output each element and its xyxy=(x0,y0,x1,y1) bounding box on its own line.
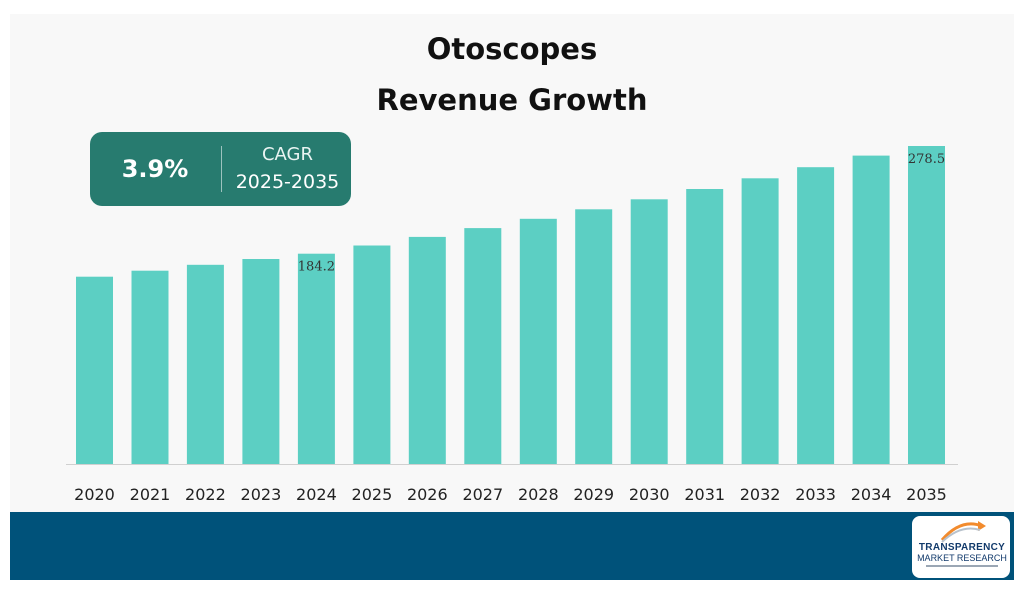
x-tick-label-2031: 2031 xyxy=(684,485,725,504)
x-tick-label-2022: 2022 xyxy=(185,485,226,504)
bar-2024 xyxy=(297,253,335,464)
bar-2021 xyxy=(131,270,169,464)
cagr-value: 3.9% xyxy=(121,155,189,183)
bar-2032 xyxy=(741,178,779,465)
x-tick-label-2023: 2023 xyxy=(241,485,282,504)
data-label-2024: 184.2 xyxy=(298,260,335,275)
x-tick-label-2028: 2028 xyxy=(518,485,559,504)
bar-2028 xyxy=(519,218,557,464)
x-tick-label-2029: 2029 xyxy=(573,485,614,504)
logo-tagline-bar xyxy=(926,565,998,567)
bar-2027 xyxy=(464,228,502,464)
x-tick-label-2035: 2035 xyxy=(906,485,947,504)
bar-2020 xyxy=(76,276,113,464)
data-label-2035: 278.5 xyxy=(908,152,945,167)
x-tick-label-2021: 2021 xyxy=(130,485,171,504)
chart-title-line1: Otoscopes xyxy=(426,32,598,66)
logo-text-line2: MARKET RESEARCH xyxy=(917,553,1007,563)
x-tick-label-2026: 2026 xyxy=(407,485,448,504)
company-logo: TRANSPARENCY MARKET RESEARCH xyxy=(912,516,1010,578)
logo-arrow-icon xyxy=(940,521,986,543)
x-tick-label-2027: 2027 xyxy=(462,485,503,504)
x-tick-label-2020: 2020 xyxy=(74,485,115,504)
bar-chart: 2020 2021 2022 2023 2024 184.2 2025 2026 2027 202… xyxy=(66,146,958,504)
chart-title-line2: Revenue Growth xyxy=(376,83,648,117)
x-tick-label-2025: 2025 xyxy=(352,485,393,504)
cagr-period: 2025-2035 xyxy=(235,171,340,193)
x-tick-label-2024: 2024 xyxy=(296,485,337,504)
x-tick-label-2033: 2033 xyxy=(795,485,836,504)
cagr-divider xyxy=(221,146,222,192)
bar-2034 xyxy=(852,155,890,464)
bar-2031 xyxy=(686,189,724,464)
slide-canvas: Otoscopes Revenue Growth 3.9% CAGR 2025-… xyxy=(10,14,1014,580)
bar-2023 xyxy=(242,259,280,464)
logo-text-line1: TRANSPARENCY xyxy=(918,542,1006,553)
footer-band xyxy=(10,512,1014,580)
bar-2029 xyxy=(575,209,613,464)
bar-2030 xyxy=(630,199,668,465)
x-tick-label-2034: 2034 xyxy=(851,485,892,504)
bar-2025 xyxy=(353,245,391,464)
cagr-label: CAGR xyxy=(261,144,314,165)
cagr-badge: 3.9% CAGR 2025-2035 xyxy=(90,132,351,206)
bar-2026 xyxy=(408,236,446,464)
bar-2022 xyxy=(186,264,224,464)
bar-2033 xyxy=(797,167,835,464)
x-tick-label-2030: 2030 xyxy=(629,485,670,504)
x-tick-label-2032: 2032 xyxy=(740,485,781,504)
bar-2035 xyxy=(908,146,945,464)
